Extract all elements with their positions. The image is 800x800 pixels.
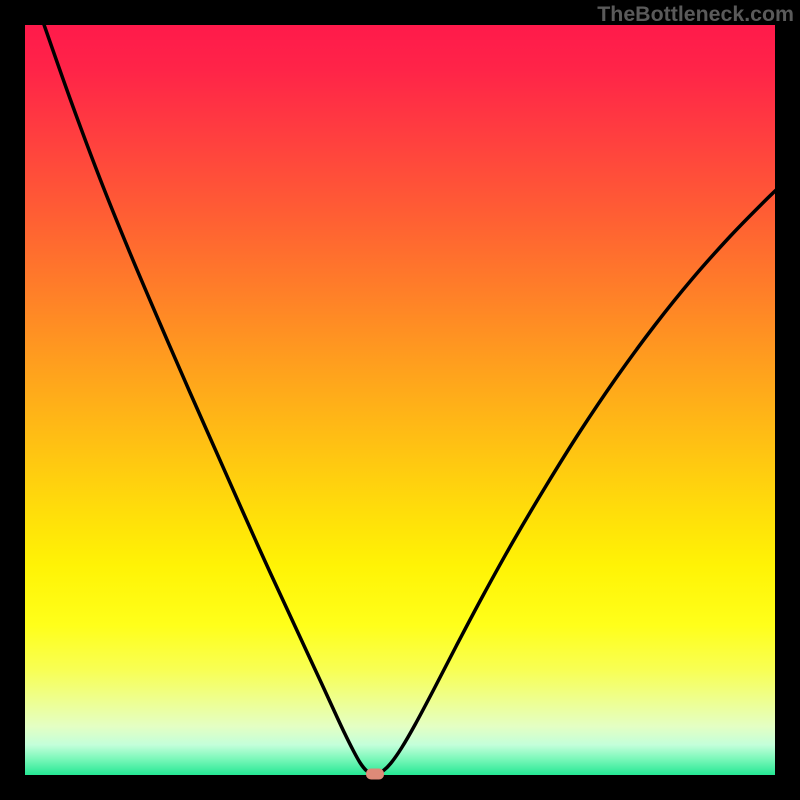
curve-layer bbox=[25, 25, 775, 775]
minimum-marker bbox=[366, 768, 384, 779]
bottleneck-curve bbox=[42, 25, 776, 774]
plot-area bbox=[25, 25, 775, 775]
chart-container: TheBottleneck.com bbox=[0, 0, 800, 800]
watermark-text: TheBottleneck.com bbox=[597, 2, 794, 27]
